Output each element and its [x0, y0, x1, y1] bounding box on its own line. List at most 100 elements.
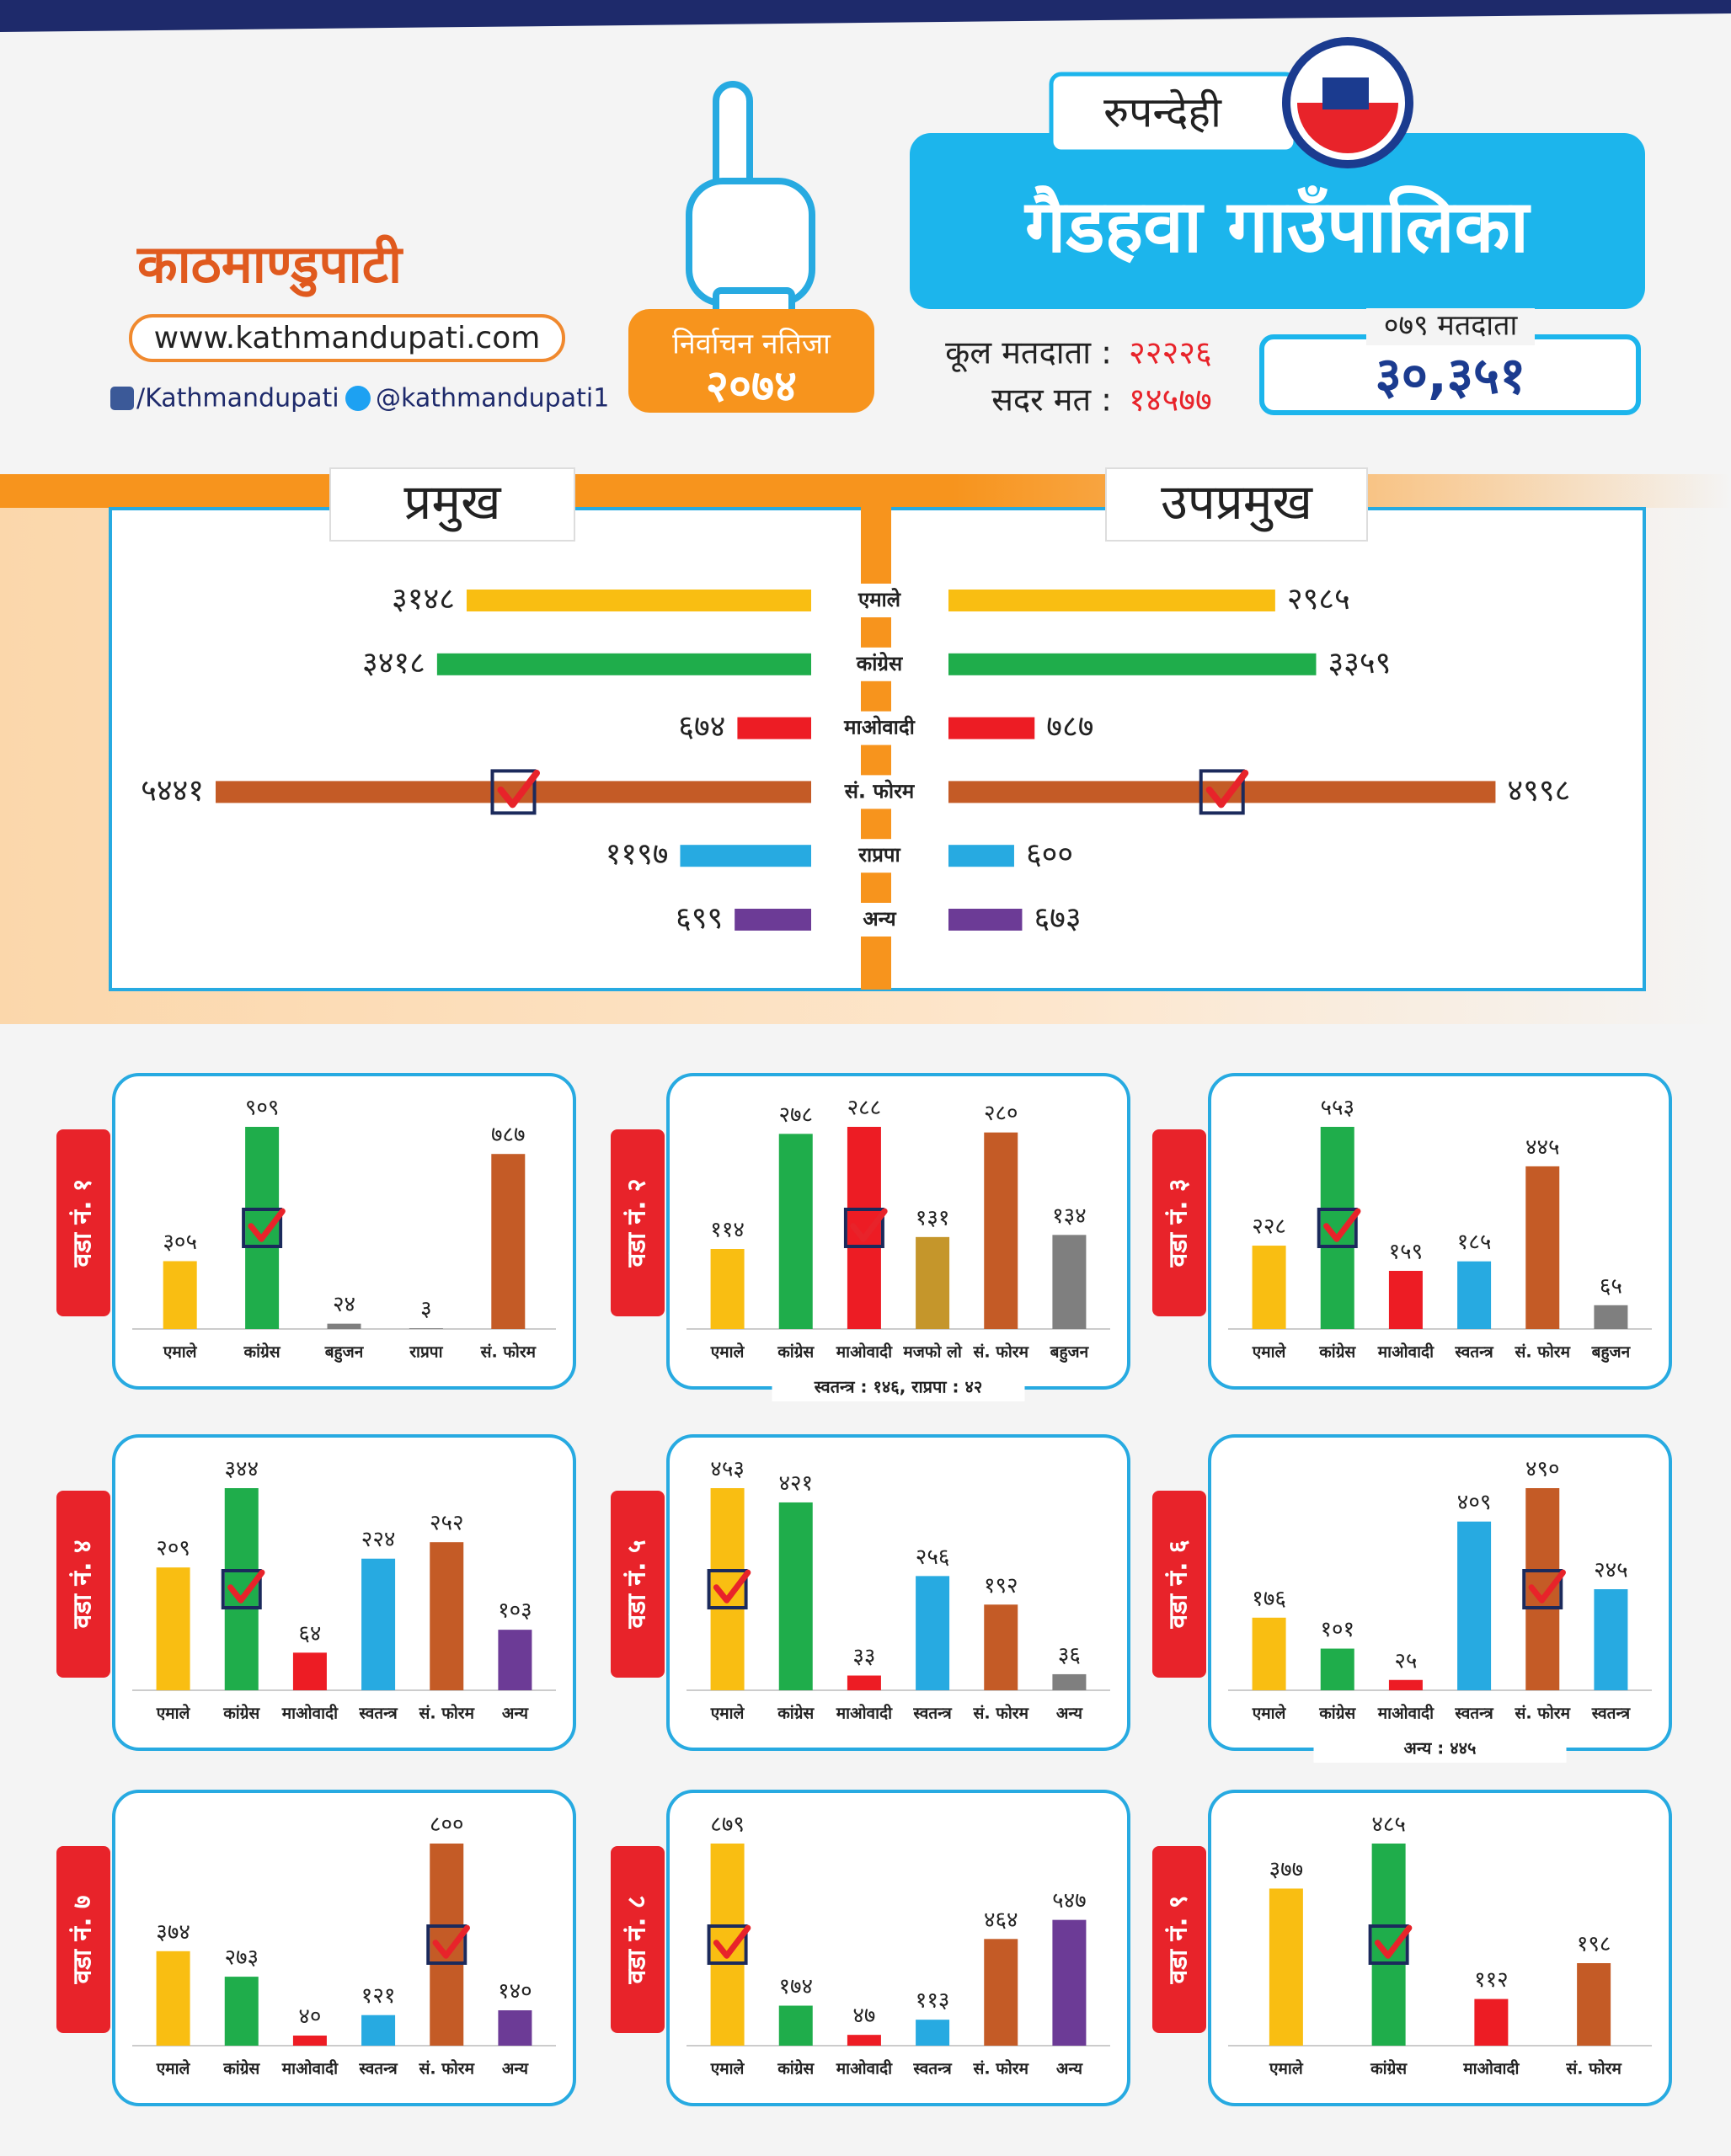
hand-icon — [686, 81, 815, 319]
value-label: २७३ — [224, 1945, 259, 1971]
ward-title: वडा नं. ७ — [68, 1895, 98, 1984]
value-label: ३७७ — [1269, 1857, 1304, 1882]
value-label: १७६ — [1252, 1586, 1286, 1611]
value-label: १४० — [498, 1979, 532, 2004]
ward-tab — [611, 1491, 665, 1678]
checkmark — [713, 1924, 751, 1959]
bar — [409, 1328, 443, 1329]
ballot-logo-part — [1297, 103, 1398, 153]
category-label: कांग्रेस — [856, 652, 903, 675]
value-label: ४८५ — [1371, 1812, 1406, 1838]
value-label: ३६ — [1058, 1642, 1081, 1668]
valid-votes-label: सदर मत : — [991, 382, 1112, 419]
checkbox — [242, 1208, 283, 1248]
category-label: माओवादी — [836, 1704, 893, 1723]
ward-tab — [1152, 1491, 1206, 1678]
checkmark — [432, 1924, 470, 1959]
value-label: ७८७ — [491, 1123, 526, 1148]
value-label: २५६ — [916, 1545, 950, 1570]
ward-title: वडा नं. ६ — [1164, 1540, 1194, 1629]
category-box — [814, 584, 946, 617]
category-label: राप्रपा — [857, 843, 900, 867]
ward-title: वडा नं. ८ — [622, 1895, 652, 1984]
note: अन्य : ४४५ — [1404, 1738, 1477, 1758]
category-box — [814, 775, 946, 809]
bar — [737, 717, 811, 739]
badge — [628, 309, 874, 413]
value-label: १०३ — [498, 1598, 532, 1624]
checkmark — [227, 1569, 265, 1604]
value-label: ३७४ — [156, 1919, 190, 1945]
category-label: सं. फोरम — [1565, 2059, 1621, 2079]
ward-tab — [1152, 1846, 1206, 2033]
ward-title: वडा नं. १ — [68, 1178, 98, 1267]
voters-079-label-bg — [1366, 308, 1535, 345]
bar — [1052, 1235, 1087, 1329]
value-label: १३४ — [1052, 1203, 1087, 1229]
value-label: ४२१ — [778, 1470, 813, 1496]
bar — [1457, 1521, 1492, 1690]
category-label: कांग्रेस — [1318, 1704, 1356, 1723]
top-band — [0, 0, 1731, 32]
value-label: ३०५ — [163, 1230, 197, 1255]
category-label: सं. फोरम — [1515, 1704, 1571, 1723]
bar — [1052, 1919, 1087, 2046]
ward-title: वडा नं. ५ — [622, 1540, 652, 1629]
value-label: २८८ — [847, 1096, 882, 1121]
bar — [847, 1675, 881, 1690]
ward-title: वडा नं. ४ — [68, 1540, 98, 1629]
category-label: एमाले — [1252, 1342, 1287, 1362]
ward-tab — [611, 1129, 665, 1316]
category-label: माओवादी — [281, 2059, 339, 2079]
category-box — [814, 903, 946, 937]
total-voters: २२२२६ — [1129, 334, 1212, 371]
total-voters-label: कूल मतदाता : — [945, 334, 1112, 373]
category-label: बहुजन — [324, 1343, 365, 1364]
category-label: माओवादी — [1377, 1704, 1434, 1723]
value-label: २५ — [1394, 1648, 1417, 1673]
value-label: १३१ — [916, 1205, 950, 1230]
value-label: १९२ — [984, 1573, 1018, 1598]
checkbox — [221, 1569, 262, 1609]
category-label: कांग्रेस — [1370, 2059, 1408, 2079]
ward-tab — [56, 1129, 110, 1316]
category-label: माओवादी — [1462, 2059, 1520, 2079]
category-label: अन्य — [1056, 2060, 1083, 2079]
value-label: ४९० — [1525, 1457, 1560, 1482]
bar — [948, 717, 1035, 739]
bar — [1388, 1270, 1423, 1329]
checkmark — [850, 1208, 888, 1242]
value-label: ३४४ — [224, 1457, 259, 1482]
category-label: स्वतन्त्र — [912, 2060, 953, 2079]
value-label: ४६४ — [984, 1908, 1018, 1933]
value-label: १७४ — [778, 1974, 813, 1999]
category-label: स्वतन्त्र — [1454, 1343, 1494, 1362]
bar — [1474, 1999, 1509, 2046]
value-label: ५४७ — [1052, 1888, 1087, 1913]
bar — [1052, 1673, 1087, 1690]
bar — [984, 1939, 1018, 2046]
category-label: कांग्रेस — [222, 2059, 260, 2079]
heading-box — [1105, 467, 1368, 542]
bar — [1577, 1963, 1611, 2046]
ward-tab — [1152, 1129, 1206, 1316]
value-label: २४ — [333, 1292, 355, 1317]
checkmark — [1323, 1208, 1361, 1242]
value-label: २०९ — [156, 1536, 190, 1561]
category-label: सं. फोरम — [1515, 1342, 1571, 1362]
facebook: /Kathmandupati — [136, 384, 339, 414]
checkmark — [1528, 1569, 1566, 1604]
value-label: ५५३ — [1320, 1096, 1354, 1121]
category-label: माओवादी — [836, 2059, 893, 2079]
badge-title: निर्वाचन नतिजा — [672, 328, 831, 361]
category-label: एमाले — [1252, 1704, 1287, 1723]
bar — [1269, 1888, 1303, 2046]
category-label: माओवादी — [281, 1704, 339, 1723]
category-label: अन्य — [502, 2060, 529, 2079]
category-label: सं. फोरम — [419, 2059, 475, 2079]
value-label: ६७४ — [678, 710, 725, 744]
bar — [778, 2005, 813, 2046]
card — [112, 1790, 576, 2106]
bar — [680, 845, 811, 867]
bar — [948, 590, 1275, 611]
